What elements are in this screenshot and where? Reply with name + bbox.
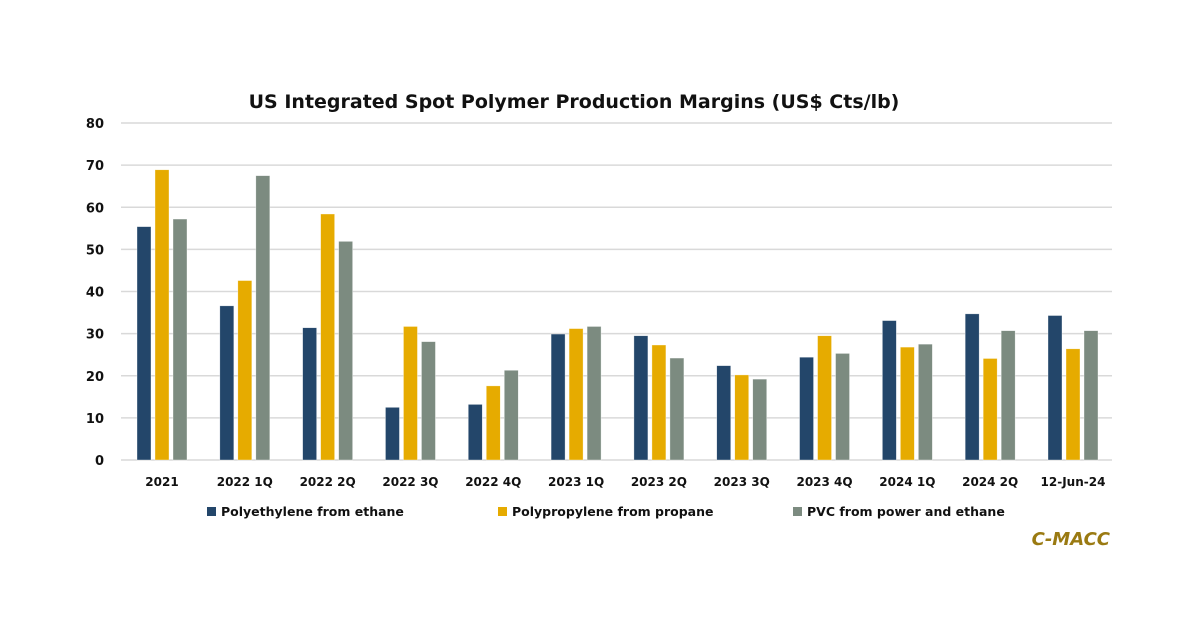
source-brand: C-MACC bbox=[1032, 529, 1111, 550]
bar-polypropylene-from-propane-2023-2q bbox=[651, 344, 667, 461]
bar-polyethylene-from-ethane-2023-1q bbox=[550, 333, 566, 461]
bar-pvc-from-power-and-ethane-12-jun-24 bbox=[1083, 330, 1099, 461]
bar-polyethylene-from-ethane-2023-2q bbox=[633, 335, 649, 461]
x-tick-label: 2022 2Q bbox=[300, 475, 356, 489]
legend-swatch bbox=[498, 507, 507, 516]
bar-polypropylene-from-propane-2022-3q bbox=[403, 326, 418, 461]
y-axis: 0 10 20 30 40 50 60 70 80 bbox=[86, 117, 104, 469]
bar-polypropylene-from-propane-2023-1q bbox=[568, 328, 584, 461]
gridlines bbox=[121, 122, 1112, 461]
x-tick-label: 2024 2Q bbox=[962, 475, 1018, 489]
x-tick-label: 2022 4Q bbox=[465, 475, 521, 489]
chart-title: US Integrated Spot Polymer Production Ma… bbox=[249, 91, 900, 113]
bar-pvc-from-power-and-ethane-2022-4q bbox=[503, 369, 519, 461]
bar-polypropylene-from-propane-2022-2q bbox=[320, 213, 335, 461]
bar-pvc-from-power-and-ethane-2023-2q bbox=[669, 357, 685, 461]
bar-polyethylene-from-ethane-2022-4q bbox=[467, 404, 483, 461]
y-tick-label: 80 bbox=[86, 117, 104, 132]
bar-pvc-from-power-and-ethane-2021 bbox=[172, 218, 188, 461]
y-tick-label: 50 bbox=[86, 243, 104, 258]
bar-polypropylene-from-propane-2023-4q bbox=[817, 335, 832, 461]
x-tick-label: 2021 bbox=[145, 475, 178, 489]
x-tick-label: 2023 3Q bbox=[714, 475, 770, 489]
y-tick-label: 40 bbox=[86, 286, 104, 301]
bar-polyethylene-from-ethane-2022-3q bbox=[385, 407, 400, 461]
bar-polypropylene-from-propane-2022-1q bbox=[237, 280, 253, 461]
x-tick-label: 2024 1Q bbox=[879, 475, 935, 489]
bar-pvc-from-power-and-ethane-2022-3q bbox=[421, 341, 436, 461]
y-tick-label: 30 bbox=[86, 328, 104, 343]
legend-label: Polyethylene from ethane bbox=[221, 504, 404, 519]
x-tick-label: 2023 2Q bbox=[631, 475, 687, 489]
bar-polyethylene-from-ethane-2024-1q bbox=[882, 320, 897, 461]
y-tick-label: 10 bbox=[86, 412, 104, 427]
legend: Polyethylene from ethane Polypropylene fr… bbox=[207, 504, 1005, 519]
bar-polyethylene-from-ethane-2024-2q bbox=[964, 313, 980, 461]
y-tick-label: 0 bbox=[95, 454, 104, 469]
bar-pvc-from-power-and-ethane-2023-3q bbox=[752, 378, 768, 461]
bar-polyethylene-from-ethane-2022-2q bbox=[302, 327, 317, 461]
bar-polypropylene-from-propane-2023-3q bbox=[734, 374, 750, 461]
bar-pvc-from-power-and-ethane-2024-1q bbox=[918, 343, 933, 461]
y-tick-label: 70 bbox=[86, 159, 104, 174]
x-tick-label: 2023 1Q bbox=[548, 475, 604, 489]
y-tick-label: 20 bbox=[86, 370, 104, 385]
bar-pvc-from-power-and-ethane-2022-2q bbox=[338, 241, 353, 461]
bar-polyethylene-from-ethane-2021 bbox=[136, 226, 152, 461]
legend-label: PVC from power and ethane bbox=[807, 504, 1005, 519]
bar-pvc-from-power-and-ethane-2023-1q bbox=[586, 326, 602, 461]
bar-polypropylene-from-propane-2021 bbox=[154, 169, 170, 461]
legend-swatch bbox=[207, 507, 216, 516]
bar-polypropylene-from-propane-2024-2q bbox=[982, 358, 998, 461]
bar-polyethylene-from-ethane-2023-3q bbox=[716, 365, 732, 461]
x-tick-label: 2023 4Q bbox=[796, 475, 852, 489]
bar-pvc-from-power-and-ethane-2022-1q bbox=[255, 175, 271, 461]
bar-pvc-from-power-and-ethane-2023-4q bbox=[835, 353, 850, 461]
bar-polyethylene-from-ethane-12-jun-24 bbox=[1047, 315, 1063, 461]
bar-polypropylene-from-propane-2024-1q bbox=[900, 346, 915, 461]
bar-polyethylene-from-ethane-2022-1q bbox=[219, 305, 235, 461]
bar-polypropylene-from-propane-2022-4q bbox=[485, 385, 501, 461]
bar-polypropylene-from-propane-12-jun-24 bbox=[1065, 348, 1081, 461]
x-tick-label: 2022 3Q bbox=[382, 475, 438, 489]
y-tick-label: 60 bbox=[86, 201, 104, 216]
x-axis: 2021 2022 1Q 2022 2Q 2022 3Q 2022 4Q 2023 1Q 2… bbox=[145, 475, 1105, 489]
bar-polyethylene-from-ethane-2023-4q bbox=[799, 356, 814, 461]
x-tick-label: 12-Jun-24 bbox=[1041, 475, 1106, 489]
bars bbox=[136, 169, 1099, 461]
bar-pvc-from-power-and-ethane-2024-2q bbox=[1000, 330, 1016, 461]
legend-swatch bbox=[793, 507, 802, 516]
legend-label: Polypropylene from propane bbox=[512, 504, 714, 519]
x-tick-label: 2022 1Q bbox=[217, 475, 273, 489]
